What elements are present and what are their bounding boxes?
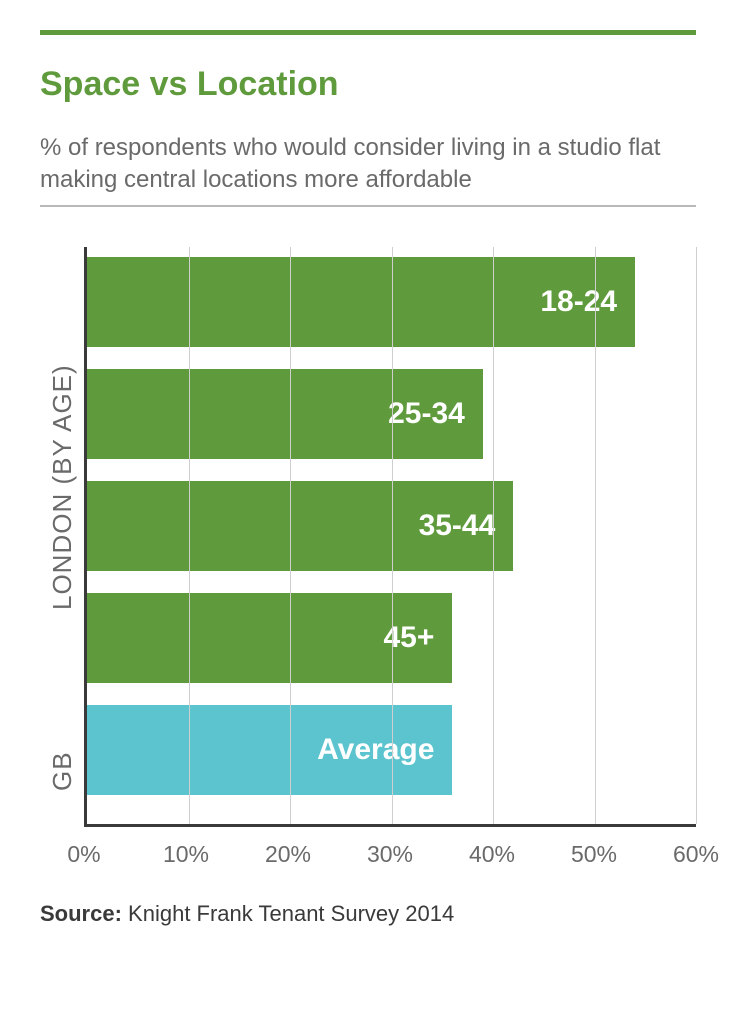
bar: Average: [87, 705, 452, 795]
y-label-gb: GB: [47, 721, 78, 821]
chart: LONDON (BY AGE) GB 18-24 25-34 35-44 45+ Ave…: [40, 247, 696, 827]
bar-label: Average: [317, 733, 434, 767]
bar-label: 35-44: [419, 509, 496, 543]
bar: 25-34: [87, 369, 483, 459]
x-tick: 30%: [367, 841, 413, 868]
x-tick: 40%: [469, 841, 515, 868]
subtitle-rule: [40, 205, 696, 207]
x-tick: 50%: [571, 841, 617, 868]
source-prefix: Source:: [40, 901, 122, 926]
y-label-london: LONDON (BY AGE): [47, 257, 78, 717]
plot-area: 18-24 25-34 35-44 45+ Average: [84, 247, 696, 827]
bar: 18-24: [87, 257, 635, 347]
chart-subtitle: % of respondents who would consider livi…: [40, 132, 696, 197]
bar: 45+: [87, 593, 452, 683]
gridline: [493, 247, 494, 824]
gridline: [696, 247, 697, 824]
chart-title: Space vs Location: [40, 65, 696, 104]
y-axis-group-labels: LONDON (BY AGE) GB: [40, 247, 84, 827]
x-ticks: 0%10%20%30%40%50%60%: [84, 841, 696, 871]
bar-label: 25-34: [388, 397, 465, 431]
source-line: Source: Knight Frank Tenant Survey 2014: [40, 901, 696, 927]
source-text: Knight Frank Tenant Survey 2014: [128, 901, 454, 926]
x-tick: 10%: [163, 841, 209, 868]
top-rule: [40, 30, 696, 35]
x-axis: 0%10%20%30%40%50%60%: [40, 841, 696, 871]
bar: 35-44: [87, 481, 513, 571]
bar-label: 18-24: [540, 285, 617, 319]
gridline: [290, 247, 291, 824]
gridline: [595, 247, 596, 824]
x-tick: 20%: [265, 841, 311, 868]
gridline: [189, 247, 190, 824]
gridline: [392, 247, 393, 824]
x-tick: 0%: [67, 841, 100, 868]
x-tick: 60%: [673, 841, 719, 868]
